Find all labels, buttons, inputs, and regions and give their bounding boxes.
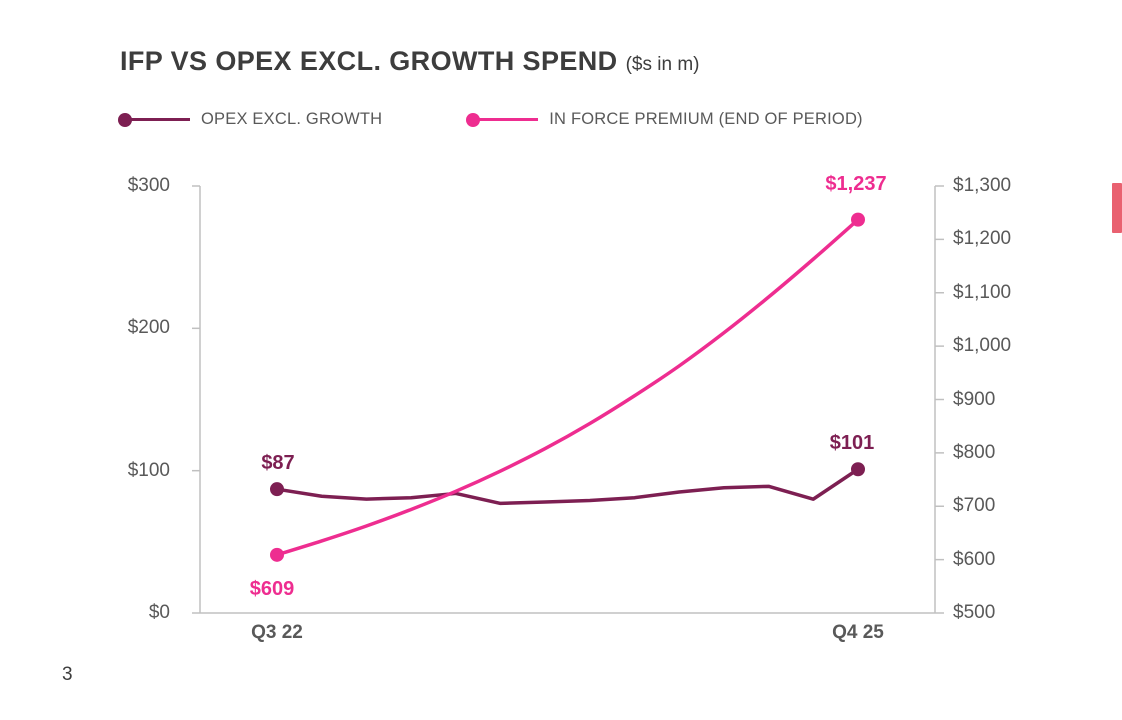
data-point-marker[interactable] [851,212,865,227]
data-point-marker[interactable] [270,547,284,562]
right-axis-tick-label: $1,200 [953,228,1012,250]
data-point-label: $1,237 [825,172,887,195]
x-axis-tick-label: Q3 22 [251,622,303,643]
chart-legend: OPEX EXCL. GROWTH IN FORCE PREMIUM (END O… [118,110,863,129]
right-axis-tick-label: $800 [953,441,996,463]
series-line-ifp [275,217,860,557]
right-axis-tick-label: $1,300 [953,175,1012,196]
right-axis-tick-label: $600 [953,548,996,570]
data-point-label: $101 [829,432,875,455]
scrollbar-thumb[interactable] [1112,183,1122,233]
series-line-opex [275,467,860,506]
right-axis-tick-label: $900 [953,388,996,410]
legend-item[interactable]: IN FORCE PREMIUM (END OF PERIOD) [466,110,863,129]
data-point-label: $609 [249,577,295,600]
legend-item-label: IN FORCE PREMIUM (END OF PERIOD) [549,110,863,128]
data-point-marker[interactable] [270,482,284,497]
left-axis-tick-label: $100 [127,459,170,481]
legend-marker-icon [118,112,190,127]
chart-title: IFP VS OPEX EXCL. GROWTH SPEND ($s in m) [120,46,699,77]
legend-item-label: OPEX EXCL. GROWTH [201,110,383,128]
right-axis-tick-label: $500 [953,602,996,623]
legend-item[interactable]: OPEX EXCL. GROWTH [118,110,382,129]
chart-title-unit: ($s in m) [625,54,700,75]
left-axis-tick-label: $0 [148,602,170,623]
chart-title-text: IFP VS OPEX EXCL. GROWTH SPEND [120,46,618,76]
left-axis-tick-label: $200 [127,317,170,339]
right-axis-tick-label: $700 [953,495,996,517]
right-axis-tick-label: $1,000 [953,335,1012,357]
legend-marker-icon [466,112,539,127]
left-axis-tick-label: $300 [127,175,170,196]
data-point-label: $87 [261,452,295,475]
data-point-marker[interactable] [851,462,865,477]
right-axis-tick-label: $1,100 [953,281,1012,303]
x-axis-tick-label: Q4 25 [832,622,884,643]
page-number: 3 [62,664,73,685]
